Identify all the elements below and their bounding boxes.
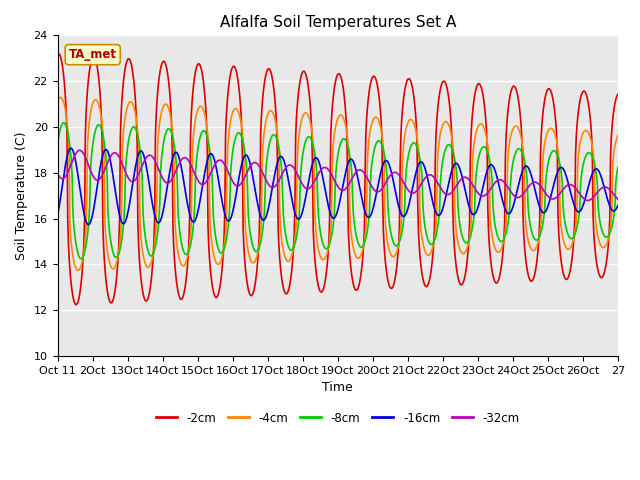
-8cm: [77, 256, 84, 262]
Line: -16cm: -16cm: [58, 148, 618, 225]
-2cm: [252, 279, 259, 285]
-32cm: [54, 170, 61, 176]
Line: -4cm: -4cm: [58, 97, 618, 270]
-4cm: [74, 267, 82, 273]
-2cm: [72, 302, 79, 308]
-8cm: [54, 142, 61, 148]
-32cm: [272, 182, 280, 188]
-32cm: [428, 172, 435, 178]
-32cm: [223, 167, 231, 172]
-16cm: [121, 220, 129, 226]
Legend: -2cm, -4cm, -8cm, -16cm, -32cm: -2cm, -4cm, -8cm, -16cm, -32cm: [151, 407, 525, 430]
-16cm: [252, 189, 259, 195]
-32cm: [584, 198, 592, 204]
-2cm: [397, 132, 404, 138]
-4cm: [56, 95, 64, 100]
-4cm: [273, 126, 280, 132]
-8cm: [397, 234, 404, 240]
Text: TA_met: TA_met: [68, 48, 116, 61]
-2cm: [428, 258, 436, 264]
-2cm: [121, 68, 129, 74]
-16cm: [84, 222, 92, 228]
-4cm: [428, 246, 436, 252]
Line: -2cm: -2cm: [58, 54, 618, 305]
-32cm: [396, 174, 404, 180]
-8cm: [428, 241, 436, 247]
-2cm: [614, 91, 621, 97]
Y-axis label: Soil Temperature (C): Soil Temperature (C): [15, 132, 28, 260]
-4cm: [54, 99, 61, 105]
Title: Alfalfa Soil Temperatures Set A: Alfalfa Soil Temperatures Set A: [220, 15, 456, 30]
Line: -8cm: -8cm: [58, 123, 618, 259]
X-axis label: Time: Time: [323, 382, 353, 395]
-2cm: [54, 52, 61, 58]
-8cm: [121, 202, 129, 207]
-32cm: [76, 147, 83, 153]
-16cm: [614, 203, 621, 208]
-8cm: [224, 228, 232, 233]
-4cm: [397, 224, 404, 230]
-16cm: [273, 162, 280, 168]
-32cm: [251, 160, 259, 166]
-4cm: [121, 117, 129, 123]
-2cm: [224, 93, 232, 98]
-4cm: [614, 133, 621, 139]
-8cm: [60, 120, 67, 126]
-2cm: [273, 127, 280, 132]
-16cm: [54, 212, 61, 218]
-16cm: [67, 145, 74, 151]
-4cm: [252, 257, 259, 263]
-16cm: [224, 218, 232, 224]
-8cm: [614, 165, 621, 171]
-32cm: [614, 196, 621, 202]
-32cm: [120, 166, 128, 171]
-8cm: [252, 249, 259, 254]
-4cm: [224, 144, 232, 150]
-16cm: [428, 197, 436, 203]
-8cm: [273, 136, 280, 142]
Line: -32cm: -32cm: [58, 150, 618, 201]
-16cm: [397, 210, 404, 216]
-2cm: [54, 51, 62, 57]
